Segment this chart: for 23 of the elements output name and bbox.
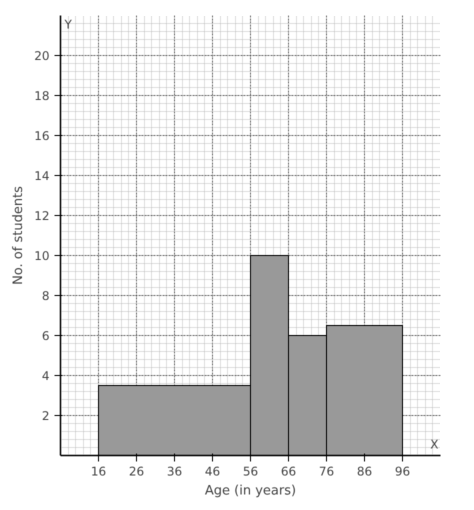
y-tick-label: 12 — [34, 209, 50, 223]
y-tick-label: 16 — [34, 129, 50, 143]
y-tick-label: 2 — [42, 409, 50, 423]
x-tick-label: 36 — [166, 464, 182, 478]
y-axis-title: No. of students — [11, 186, 26, 285]
y-tick-label: 8 — [42, 289, 50, 303]
y-tick-label: 4 — [42, 369, 50, 383]
y-tick-label: 6 — [42, 329, 50, 343]
x-axis-title: Age (in years) — [204, 484, 296, 498]
annotation: X — [430, 438, 439, 452]
x-tick-label: 66 — [280, 464, 296, 478]
x-tick-label: 86 — [356, 464, 372, 478]
x-tick-label: 26 — [128, 464, 144, 478]
x-tick-label: 76 — [318, 464, 334, 478]
x-tick-label: 46 — [204, 464, 220, 478]
y-tick-label: 18 — [34, 89, 50, 103]
annotation: Y — [64, 18, 72, 32]
y-tick-label: 10 — [34, 249, 50, 263]
x-tick-label: 56 — [242, 464, 258, 478]
y-tick-label: 20 — [34, 49, 50, 63]
y-tick-label: 14 — [34, 169, 50, 183]
x-tick-label: 96 — [394, 464, 410, 478]
x-tick-label: 16 — [90, 464, 106, 478]
